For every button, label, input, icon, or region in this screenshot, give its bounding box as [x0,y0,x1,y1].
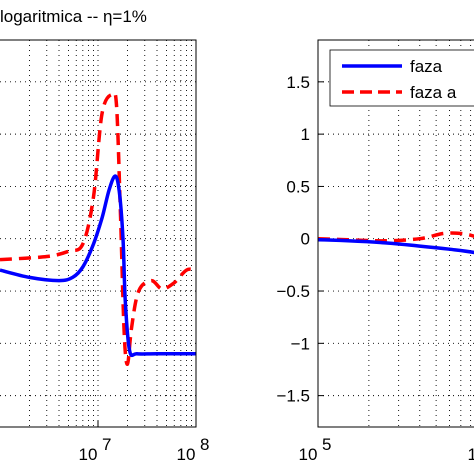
legend-label-faza-a: faza a [410,83,457,102]
right-panel: 1051061.510.50−0.5−1−1.5 faza faza a [276,39,474,464]
right-plot-frame [317,39,474,428]
legend-label-faza: faza [410,57,443,76]
right-ytick-label: −1.5 [276,387,310,406]
right-series-line-solid [317,238,474,255]
right-xtick-label: 10 [299,445,318,464]
right-ytick-label: −1 [291,334,310,353]
left-xtick-label: 10 [79,445,98,464]
left-plot-frame [0,39,197,428]
legend: faza faza a [329,49,474,107]
left-xtick-exponent: 7 [102,435,111,454]
right-series [317,231,474,255]
right-ytick-label: 1.5 [286,73,310,92]
left-chart-title: logaritmica -- η=1% [0,7,147,26]
right-ytick-label: 0.5 [286,177,310,196]
right-xtick-label: 10 [468,445,474,464]
right-ytick-label: 0 [301,230,310,249]
right-xtick-exponent: 5 [322,435,331,454]
right-tick-labels: 1051061.510.50−0.5−1−1.5 [276,73,474,464]
legend-box [329,49,474,107]
right-ytick-label: −0.5 [276,282,310,301]
left-xtick-label: 10 [177,445,196,464]
right-ytick-label: 1 [301,125,310,144]
left-series-line-solid [0,174,196,358]
left-xtick-exponent: 8 [200,435,209,454]
left-series [0,91,197,366]
left-series-line-dashed [0,91,197,366]
